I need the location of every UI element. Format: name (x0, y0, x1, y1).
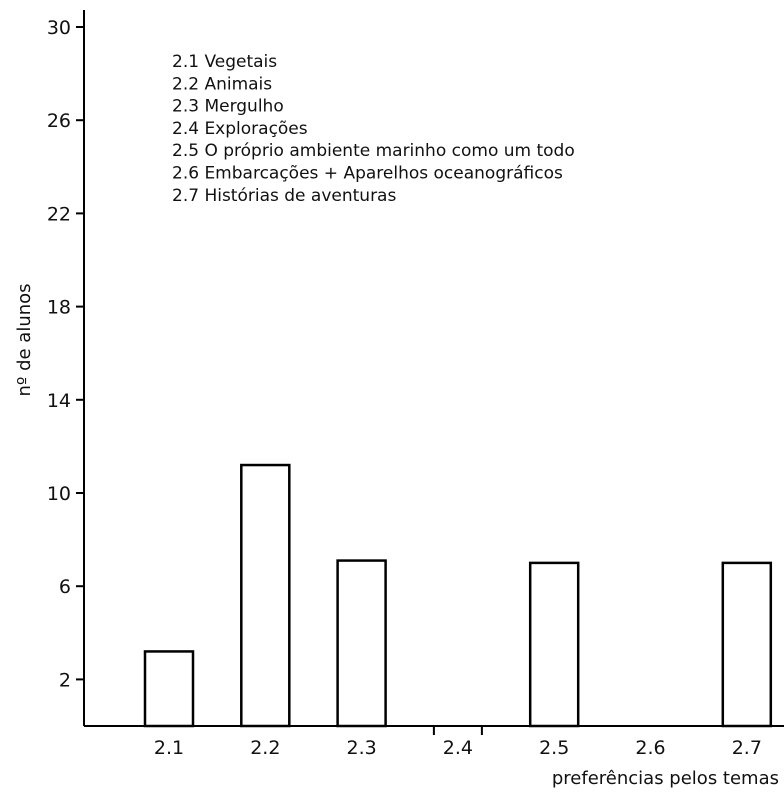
bar-2.7 (721, 561, 773, 728)
y-tick-label: 30 (47, 17, 71, 39)
y-tick-label: 2 (59, 669, 71, 691)
bars (143, 463, 773, 728)
x-tick-label: 2.1 (154, 737, 184, 759)
legend-item: 2.5 O próprio ambiente marinho como um t… (172, 141, 575, 161)
legend-item: 2.3 Mergulho (172, 97, 284, 117)
bar-2.2 (240, 463, 291, 728)
y-tick-label: 22 (47, 203, 71, 225)
bar-2.3 (336, 559, 387, 728)
y-axis-title: nº de alunos (14, 283, 35, 396)
legend-item: 2.7 Histórias de aventuras (172, 186, 396, 206)
x-tick-label: 2.2 (250, 737, 280, 759)
x-axis-title: preferências pelos temas (552, 768, 779, 789)
x-axis: 2.1 2.2 2.3 2.4 2.5 2.6 2.7 (84, 725, 784, 759)
x-tick-label: 2.3 (346, 737, 376, 759)
x-tick-label: 2.5 (539, 737, 569, 759)
bar-2.1 (143, 650, 195, 728)
x-tick-label: 2.7 (732, 737, 762, 759)
legend-item: 2.6 Embarcações + Aparelhos oceanográfic… (172, 164, 563, 184)
y-tick-label: 14 (47, 390, 71, 412)
legend-item: 2.4 Explorações (172, 119, 308, 139)
y-tick-label: 10 (47, 483, 71, 505)
y-tick-label: 26 (47, 110, 71, 132)
legend-item: 2.1 Vegetais (172, 52, 277, 72)
y-tick-label: 6 (59, 576, 71, 598)
x-tick-label: 2.6 (635, 737, 665, 759)
x-tick-label: 2.4 (443, 737, 473, 759)
y-tick-label: 18 (47, 297, 71, 319)
legend-item: 2.2 Animais (172, 74, 272, 94)
bar-2.5 (528, 561, 580, 728)
